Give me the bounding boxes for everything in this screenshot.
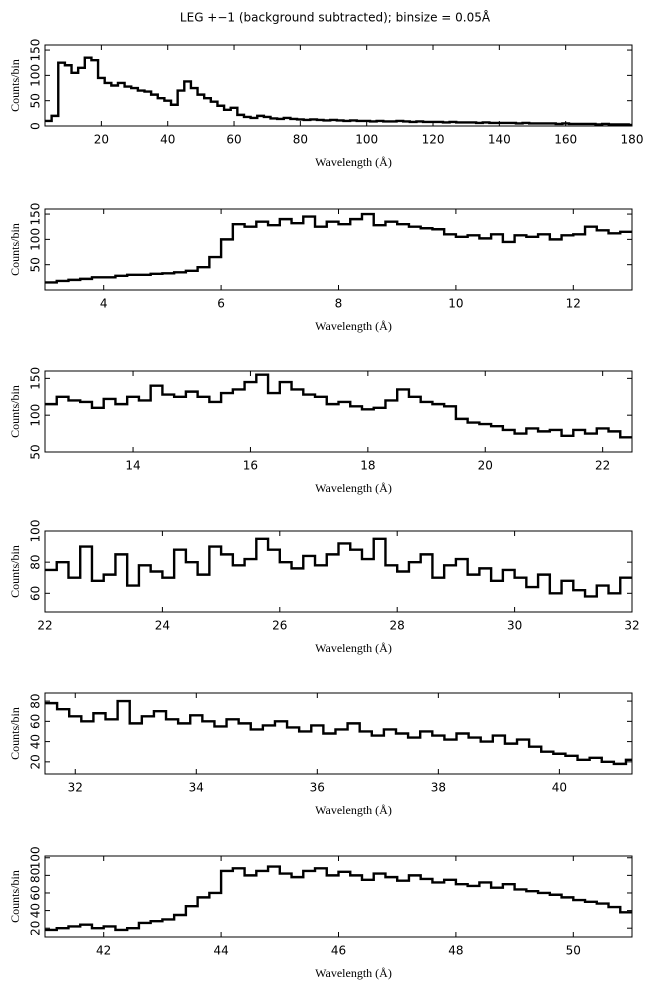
x-tick-label: 20 — [478, 459, 493, 473]
y-tick-label: 40 — [29, 734, 43, 749]
x-tick-label: 28 — [390, 619, 405, 633]
plot-frame — [44, 44, 633, 127]
y-axis-label: Counts/bin — [8, 870, 22, 923]
x-tick-label: 22 — [37, 619, 52, 633]
x-axis-label: Wavelength (Å) — [315, 966, 392, 980]
spectrum-line — [45, 865, 632, 932]
figure-title: LEG +−1 (background subtracted); binsize… — [180, 10, 491, 25]
x-axis-label: Wavelength (Å) — [315, 481, 392, 495]
panel: 14 16 18 20 22 50 100 150 Wavelength (Å) Counts/b… — [8, 367, 633, 495]
y-tick-label: 50 — [29, 93, 43, 108]
x-tick-label: 180 — [621, 133, 644, 147]
x-tick-label: 26 — [272, 619, 287, 633]
spectrum-line — [45, 212, 632, 284]
plot-frame — [44, 370, 633, 453]
x-axis-label: Wavelength (Å) — [315, 803, 392, 817]
x-tick-label: 6 — [217, 297, 225, 311]
y-tick-label: 40 — [29, 903, 43, 918]
y-tick-label: 100 — [29, 228, 43, 251]
y-axis-label: Counts/bin — [8, 707, 22, 760]
x-tick-label: 44 — [213, 944, 228, 958]
x-tick-label: 50 — [566, 944, 581, 958]
x-tick-label: 160 — [554, 133, 577, 147]
y-tick-label: 50 — [29, 257, 43, 272]
panel: 20 40 60 80 100 120 140 160 180 0 50 100 150 Waveleng… — [8, 39, 644, 169]
y-axis-label: Counts/bin — [8, 59, 22, 112]
x-tick-label: 12 — [566, 297, 581, 311]
x-axis-label: Wavelength (Å) — [315, 319, 392, 333]
y-tick-label: 100 — [29, 64, 43, 87]
x-tick-label: 30 — [507, 619, 522, 633]
spectrum-line — [45, 537, 632, 598]
plot-frame — [44, 855, 633, 938]
y-tick-label: 100 — [29, 520, 43, 543]
y-axis-label: Counts/bin — [8, 223, 22, 276]
x-tick-label: 10 — [448, 297, 463, 311]
spectrum-line — [45, 56, 632, 126]
y-tick-label: 150 — [29, 367, 43, 390]
panel: 4 6 8 10 12 50 100 150 Wavelength (Å) Counts/bin — [8, 203, 633, 333]
y-tick-label: 60 — [29, 714, 43, 729]
x-tick-label: 40 — [160, 133, 175, 147]
panel: 32 34 36 38 40 20 40 60 80 Wavelength (Å) Counts/b… — [8, 692, 633, 817]
y-tick-label: 100 — [29, 404, 43, 427]
y-axis-label: Counts/bin — [8, 545, 22, 598]
x-tick-label: 32 — [68, 781, 83, 795]
x-axis-label: Wavelength (Å) — [315, 155, 392, 169]
x-tick-label: 20 — [94, 133, 109, 147]
x-tick-label: 48 — [448, 944, 463, 958]
y-tick-label: 80 — [29, 693, 43, 708]
x-tick-label: 140 — [488, 133, 511, 147]
x-tick-label: 18 — [360, 459, 375, 473]
y-tick-label: 20 — [29, 754, 43, 769]
y-tick-label: 150 — [29, 203, 43, 226]
y-axis-label: Counts/bin — [8, 385, 22, 438]
x-tick-label: 8 — [335, 297, 343, 311]
x-tick-label: 32 — [624, 619, 639, 633]
x-tick-label: 4 — [100, 297, 108, 311]
x-tick-label: 120 — [422, 133, 445, 147]
x-tick-label: 34 — [189, 781, 204, 795]
x-tick-label: 40 — [552, 781, 567, 795]
x-tick-label: 46 — [331, 944, 346, 958]
y-tick-label: 80 — [29, 555, 43, 570]
y-tick-label: 60 — [29, 885, 43, 900]
plot-frame — [44, 692, 633, 775]
y-tick-label: 80 — [29, 868, 43, 883]
x-axis-label: Wavelength (Å) — [315, 641, 392, 655]
x-tick-label: 14 — [125, 459, 140, 473]
y-tick-label: 50 — [29, 444, 43, 459]
x-tick-label: 36 — [310, 781, 325, 795]
x-tick-label: 24 — [155, 619, 170, 633]
y-tick-label: 60 — [29, 586, 43, 601]
x-tick-label: 60 — [226, 133, 241, 147]
panel: 22 24 26 28 30 32 60 80 100 Wavelength (Å) Counts/… — [8, 520, 640, 655]
x-tick-label: 80 — [293, 133, 308, 147]
spectrum-line — [45, 373, 632, 439]
y-tick-label: 150 — [29, 39, 43, 62]
spectrum-line — [45, 699, 632, 766]
x-tick-label: 22 — [595, 459, 610, 473]
y-tick-label: 0 — [29, 122, 43, 130]
y-tick-label: 20 — [29, 921, 43, 936]
x-tick-label: 100 — [355, 133, 378, 147]
plot-frame — [44, 530, 633, 613]
x-tick-label: 38 — [431, 781, 446, 795]
y-tick-label: 100 — [29, 846, 43, 869]
x-tick-label: 42 — [96, 944, 111, 958]
x-tick-label: 16 — [243, 459, 258, 473]
